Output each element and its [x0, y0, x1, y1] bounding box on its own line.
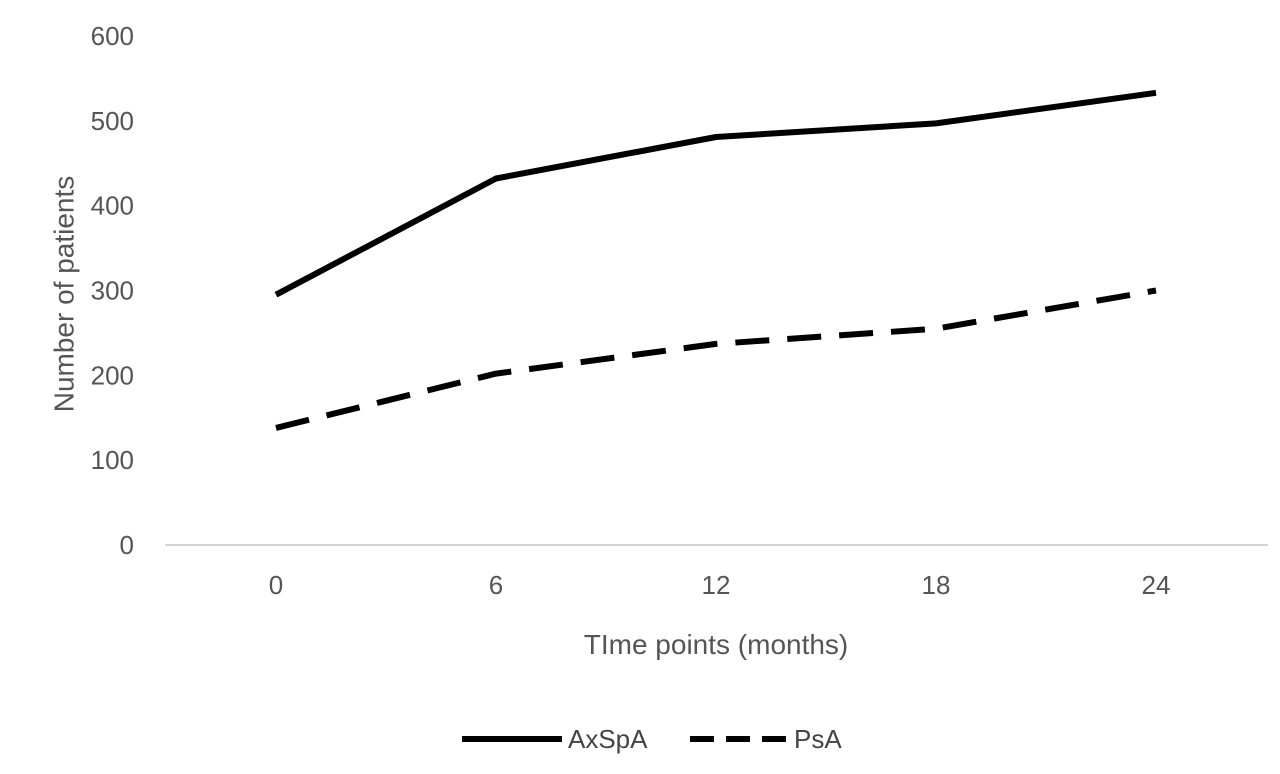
series-line-psa: [275, 287, 1157, 431]
legend-label-psa: PsA: [794, 724, 842, 754]
legend: AxSpA PsA: [462, 724, 842, 754]
y-tick-label: 100: [91, 445, 134, 475]
series-line-axspa: [274, 89, 1157, 298]
series-lines: [274, 89, 1157, 431]
x-tick-label: 6: [489, 570, 503, 600]
y-tick-label: 600: [91, 21, 134, 51]
x-tick-label: 12: [702, 570, 731, 600]
legend-label-axspa: AxSpA: [568, 724, 648, 754]
y-tick-label: 0: [120, 530, 134, 560]
y-axis-title: Number of patients: [48, 176, 79, 413]
y-tick-label: 500: [91, 106, 134, 136]
y-axis-ticks: 0 100 200 300 400 500 600: [91, 21, 134, 560]
x-axis-title: TIme points (months): [584, 629, 849, 660]
legend-item-axspa: AxSpA: [462, 724, 648, 754]
x-axis-ticks: 0 6 12 18 24: [269, 570, 1171, 600]
x-tick-label: 18: [922, 570, 951, 600]
y-tick-label: 300: [91, 276, 134, 306]
y-tick-label: 200: [91, 360, 134, 390]
x-tick-label: 0: [269, 570, 283, 600]
legend-item-psa: PsA: [690, 724, 842, 754]
y-tick-label: 400: [91, 191, 134, 221]
x-tick-label: 24: [1142, 570, 1171, 600]
